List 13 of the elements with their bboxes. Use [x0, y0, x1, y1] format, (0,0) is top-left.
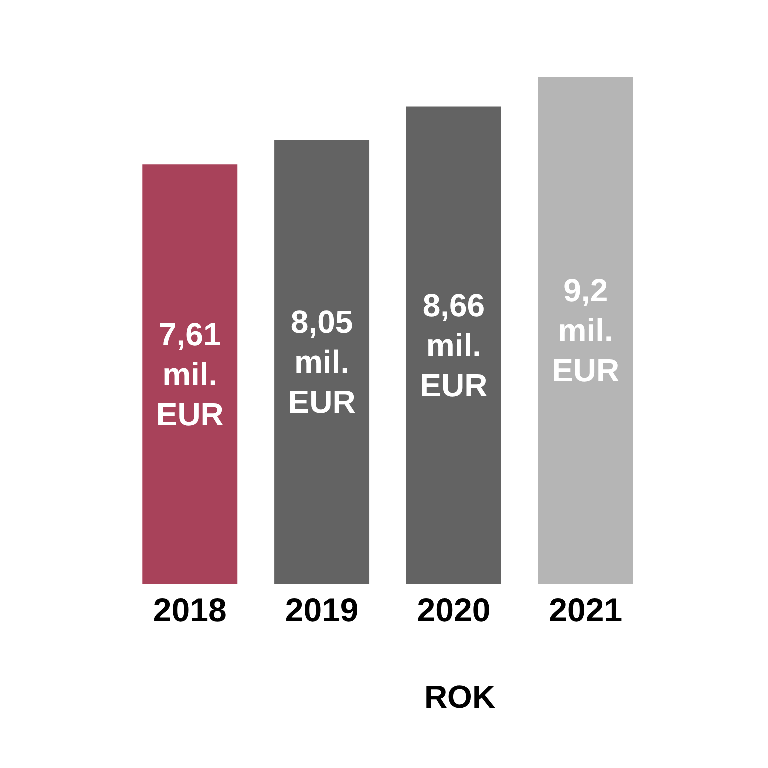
x-axis-title: ROK — [424, 679, 496, 715]
x-tick-label: 2019 — [285, 591, 359, 628]
bar — [406, 106, 502, 584]
data-label: 9,2 mil. EUR — [552, 272, 620, 388]
bar — [274, 140, 370, 584]
data-label: 8,66 mil. EUR — [420, 287, 488, 404]
x-tick-label: 2021 — [549, 591, 623, 628]
data-label: 8,05 mil. EUR — [288, 304, 356, 420]
bar — [538, 77, 634, 584]
x-tick-label: 2018 — [153, 591, 227, 628]
x-tick-label: 2020 — [417, 591, 491, 628]
bar — [142, 164, 238, 584]
data-label: 7,61 mil. EUR — [156, 316, 224, 432]
